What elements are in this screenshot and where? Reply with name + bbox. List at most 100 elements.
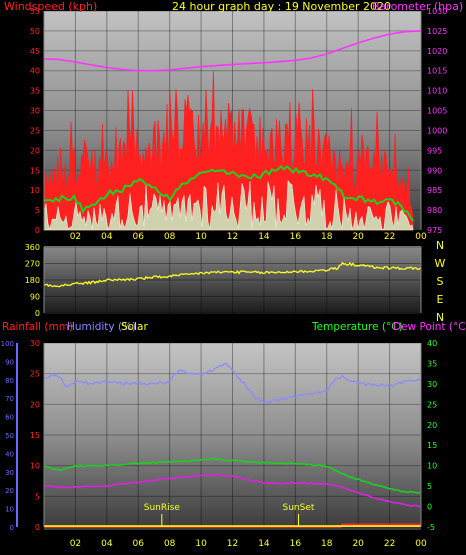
compass-label: E — [437, 293, 444, 306]
weather-axes: 0102030405060708090100051015202530-50510… — [1, 339, 438, 549]
wind-x-tick-label: 04 — [101, 232, 113, 242]
wind-y-tick-label: 20 — [30, 146, 40, 155]
compass-label: N — [436, 311, 444, 324]
wind-y-tick-label: 30 — [30, 107, 40, 116]
humidity-y-tick-label: 100 — [1, 340, 14, 348]
humidity-y-tick-label: 60 — [5, 414, 14, 422]
wind-y-tick-label: 15 — [30, 166, 40, 175]
wind-x-tick-label: 10 — [195, 232, 207, 242]
direction-y-tick-label: 90 — [30, 293, 40, 302]
barometer-line — [43, 30, 422, 72]
wind-y-tick-label: 10 — [30, 186, 40, 195]
temperature-y-tick-label: -5 — [427, 523, 435, 532]
wind-x-tick-label: 18 — [321, 232, 333, 242]
weather-x-tick-label: 00 — [415, 539, 427, 549]
wind-x-tick-label: 12 — [227, 232, 238, 242]
wind-average-line — [43, 165, 414, 222]
temperature-y-tick-label: 40 — [427, 339, 437, 348]
direction-y-tick-label: 270 — [25, 260, 40, 269]
rainfall-y-tick-label: 30 — [30, 339, 40, 348]
wind-gust-area — [43, 71, 414, 231]
baro-y-tick-label: 1000 — [427, 126, 447, 135]
wind-x-tick-label: 00 — [415, 232, 427, 242]
sun-event-label: SunRise — [144, 503, 181, 513]
baro-y-tick-label: 1010 — [427, 87, 447, 96]
wind-x-tick-label: 22 — [384, 232, 395, 242]
compass-label: W — [435, 257, 446, 270]
compass-label: S — [437, 275, 444, 288]
humidity-y-tick-label: 50 — [5, 432, 14, 440]
baro-y-tick-label: 1005 — [427, 107, 447, 116]
direction-y-tick-label: 360 — [25, 243, 40, 252]
weather-x-tick-label: 02 — [70, 539, 81, 549]
legend-temperature: Temperature (°C) — [311, 321, 403, 333]
wind-y-tick-label: 55 — [30, 7, 40, 16]
wind-y-tick-label: 0 — [35, 226, 40, 235]
wind-y-tick-label: 45 — [30, 47, 40, 56]
wind-direction-line — [43, 261, 421, 288]
wind-x-tick-label: 02 — [70, 232, 81, 242]
wind-speed-area — [43, 179, 414, 231]
temperature-y-tick-label: 20 — [427, 421, 437, 430]
rainfall-y-tick-label: 5 — [35, 492, 40, 501]
rainfall-y-tick-label: 25 — [30, 370, 40, 379]
wind-y-tick-label: 25 — [30, 126, 40, 135]
weather-x-tick-label: 22 — [384, 539, 395, 549]
baro-y-tick-label: 1030 — [427, 7, 447, 16]
wind-y-tick-label: 35 — [30, 87, 40, 96]
rainfall-y-tick-label: 20 — [30, 400, 40, 409]
wind-axes: 0510152025303540455055975980985990995100… — [30, 7, 448, 242]
weather-x-tick-label: 20 — [352, 539, 364, 549]
humidity-y-tick-label: 90 — [5, 358, 14, 366]
rainfall-y-tick-label: 0 — [35, 523, 40, 532]
baro-y-tick-label: 985 — [427, 186, 442, 195]
rainfall-y-tick-label: 10 — [30, 462, 40, 471]
baro-y-tick-label: 995 — [427, 146, 442, 155]
wind-x-tick-label: 06 — [133, 232, 145, 242]
weather-x-tick-label: 18 — [321, 539, 333, 549]
wind-y-tick-label: 5 — [35, 206, 40, 215]
dewpoint-line — [44, 473, 421, 508]
wind-series — [43, 30, 422, 231]
temperature-y-tick-label: 15 — [427, 441, 437, 450]
humidity-y-tick-label: 10 — [5, 506, 14, 514]
weather-x-tick-label: 10 — [195, 539, 207, 549]
temperature-y-tick-label: 25 — [427, 400, 437, 409]
legend-solar: Solar — [121, 321, 148, 333]
baro-y-tick-label: 1015 — [427, 67, 447, 76]
baro-y-tick-label: 975 — [427, 226, 442, 235]
humidity-line — [43, 362, 421, 404]
temperature-y-tick-label: 5 — [427, 482, 432, 491]
direction-series — [43, 261, 421, 288]
legend-dewpoint: Dew Point (°C) — [393, 321, 466, 333]
weather-x-tick-label: 12 — [227, 539, 238, 549]
rainfall-y-tick-label: 15 — [30, 431, 40, 440]
temperature-line — [43, 457, 421, 494]
humidity-y-tick-label: 20 — [5, 487, 14, 495]
temperature-y-tick-label: 10 — [427, 462, 437, 471]
legend-humidity: Humidity (%) — [67, 321, 136, 333]
weather-x-tick-label: 06 — [133, 539, 145, 549]
weather-x-tick-label: 04 — [101, 539, 113, 549]
temperature-y-tick-label: 0 — [427, 503, 432, 512]
humidity-y-tick-label: 40 — [5, 450, 14, 458]
chart-title: 24 hour graph day : 19 November 2020 — [172, 0, 391, 13]
wind-x-tick-label: 20 — [352, 232, 364, 242]
barometer-axis-label: Barometer (hpa) — [372, 0, 463, 13]
humidity-y-tick-label: 0 — [10, 524, 14, 532]
wind-y-tick-label: 40 — [30, 67, 40, 76]
wind-x-tick-label: 08 — [164, 232, 176, 242]
baro-y-tick-label: 1025 — [427, 27, 447, 36]
direction-y-tick-label: 180 — [25, 276, 40, 285]
legend-rainfall: Rainfall (mm) — [2, 321, 73, 333]
direction-y-tick-label: 0 — [35, 309, 40, 318]
wind-x-tick-label: 14 — [258, 232, 270, 242]
baro-y-tick-label: 1020 — [427, 47, 447, 56]
weather-plot-area — [44, 343, 421, 530]
windspeed-axis-label: Windspeed (kph) — [4, 0, 97, 13]
weather-series: SunRise SunSet — [43, 362, 421, 528]
weather-x-tick-label: 08 — [164, 539, 176, 549]
sun-event-label: SunSet — [283, 503, 315, 513]
